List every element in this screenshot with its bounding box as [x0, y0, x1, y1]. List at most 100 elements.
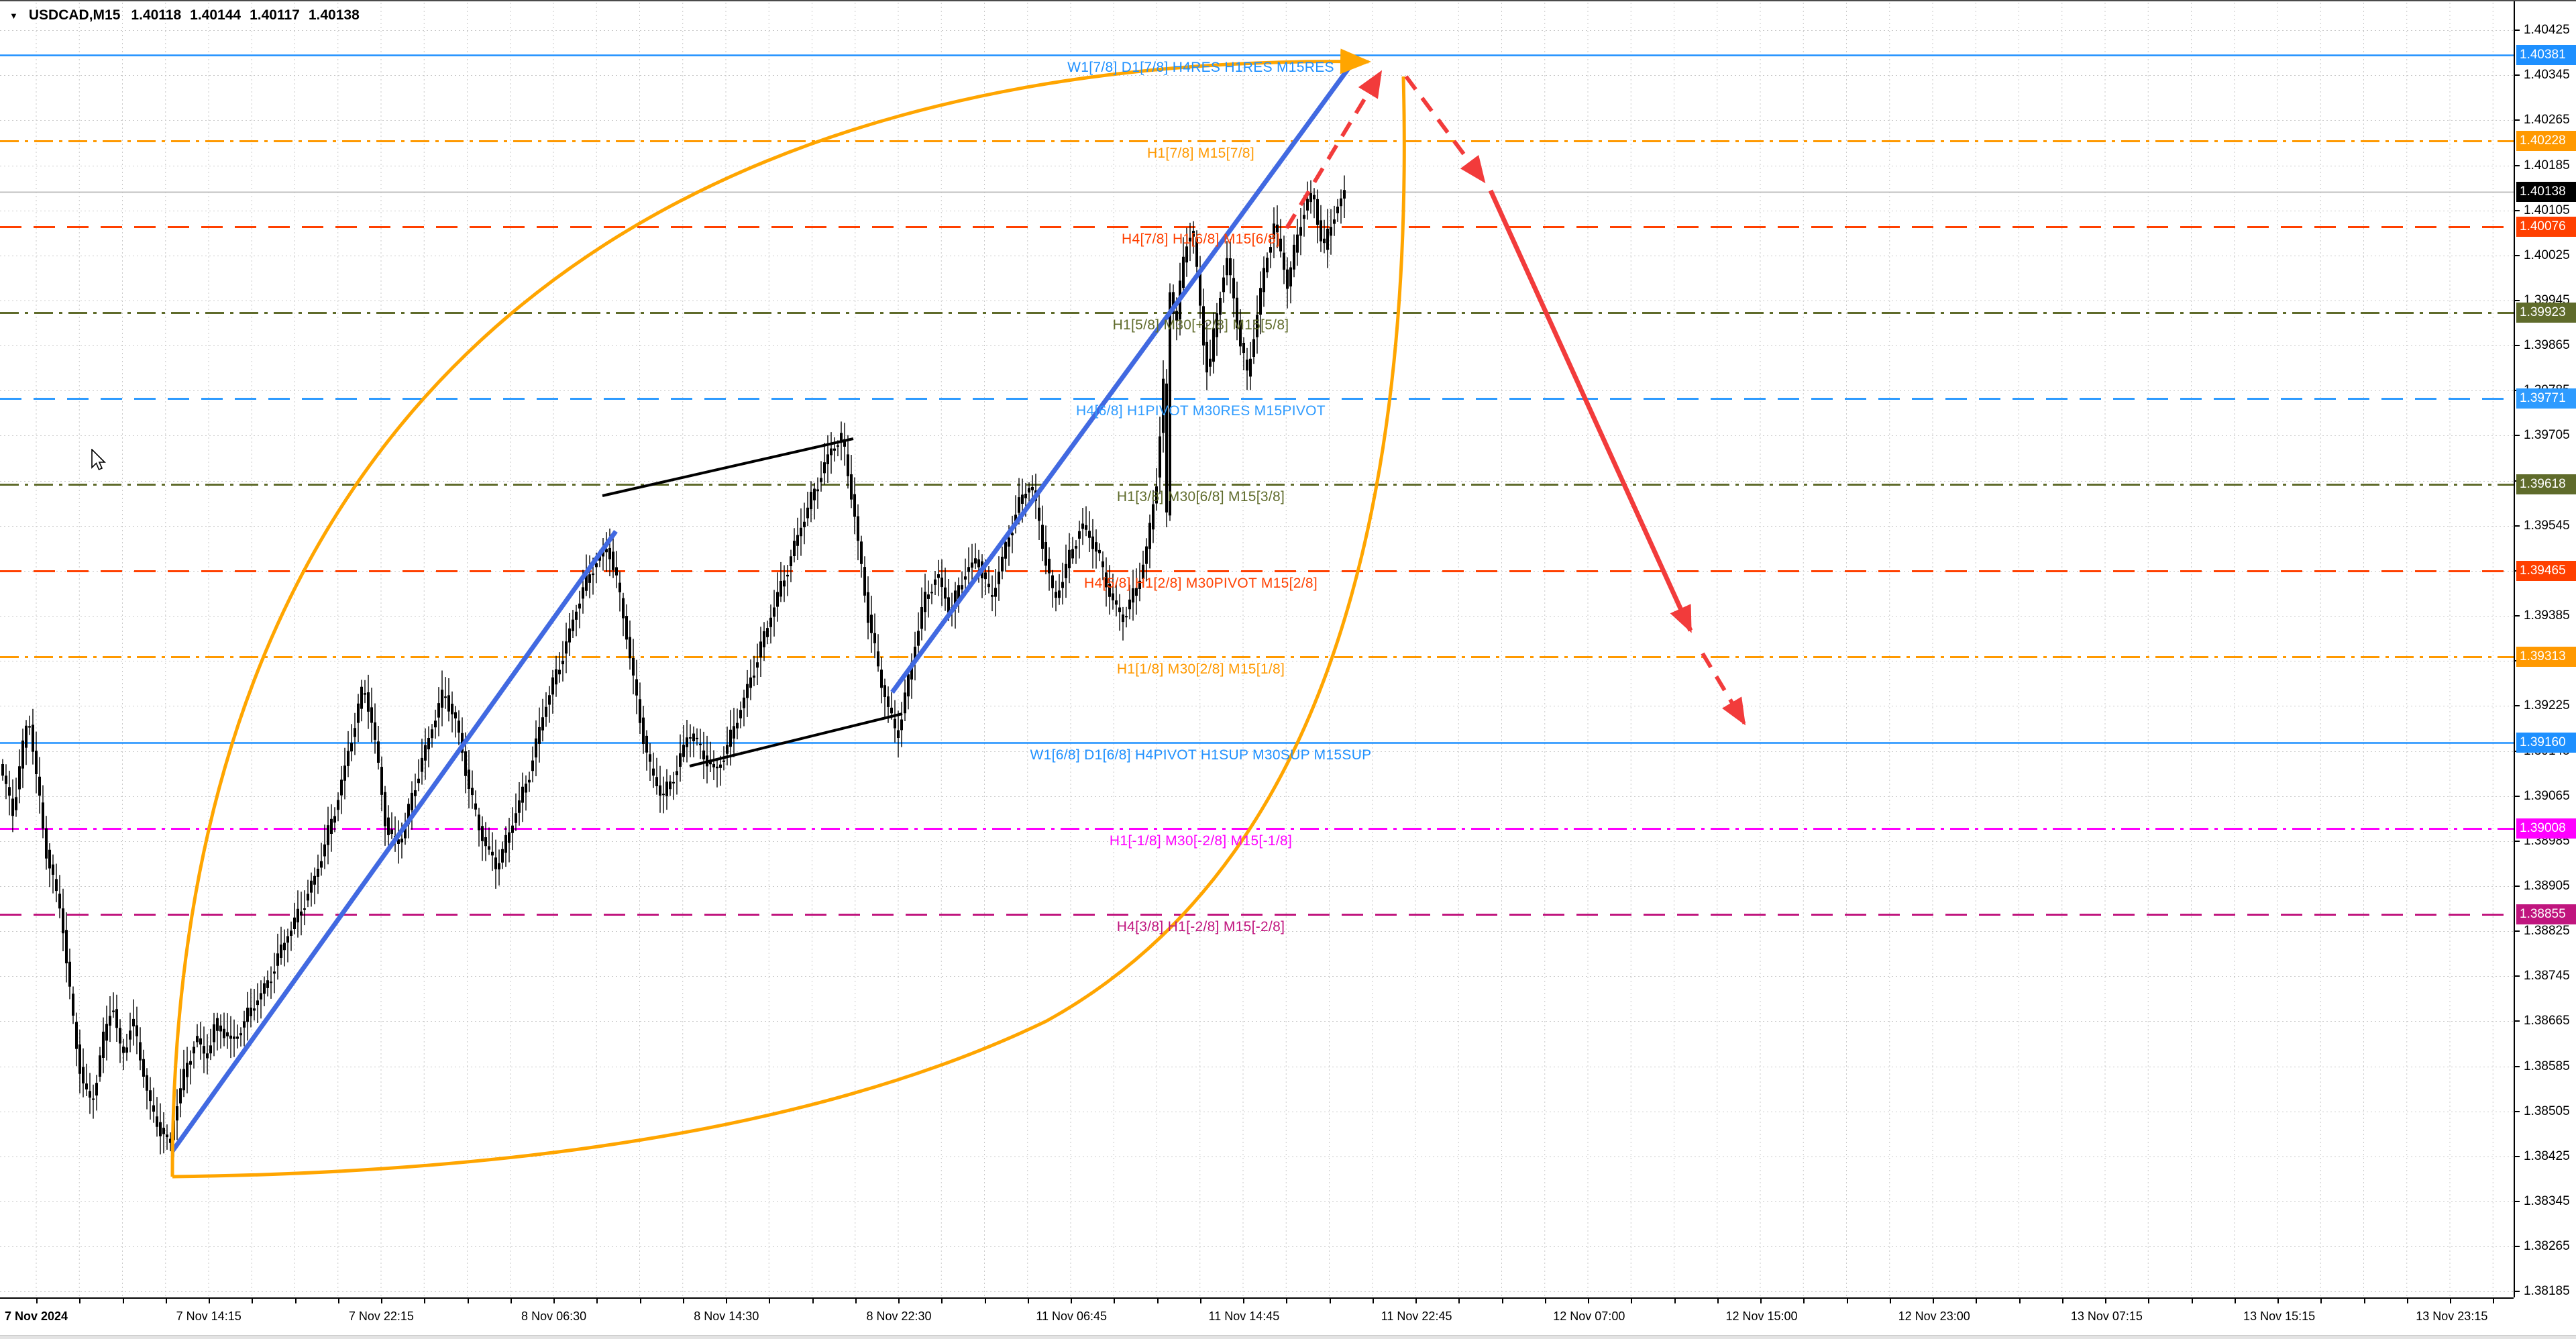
price-tick-label: 1.39385 — [2524, 608, 2570, 623]
time-tick-mark — [2019, 1299, 2021, 1303]
time-tick-mark — [1071, 1299, 1072, 1303]
time-tick-mark — [2148, 1299, 2150, 1303]
time-tick-mark — [1372, 1299, 1374, 1303]
price-axis[interactable]: 1.40425 1.40345 1.40265 1.40185 1.40105 1.400… — [2514, 1, 2576, 1299]
price-tick-mark — [2515, 795, 2520, 797]
time-label: 13 Nov 23:15 — [2416, 1309, 2488, 1323]
price-tick-mark — [2515, 525, 2520, 527]
time-tick-mark — [2406, 1299, 2408, 1303]
ohlc-high: 1.40144 — [190, 7, 241, 23]
fan-arc[interactable] — [172, 76, 1406, 1179]
chart-symbol-dropdown-icon[interactable]: ▼ — [9, 10, 18, 21]
price-tick-label: 1.38425 — [2524, 1148, 2570, 1163]
level-label: H4[3/8] H1[-2/8] M15[-2/8] — [1116, 918, 1285, 934]
time-label: 13 Nov 07:15 — [2070, 1309, 2143, 1323]
time-tick-mark — [1933, 1299, 1934, 1303]
time-axis[interactable]: 7 Nov 2024 7 Nov 14:15 7 Nov 22:15 8 Nov 06… — [0, 1297, 2514, 1335]
price-tick-label: 1.38665 — [2524, 1014, 2570, 1028]
channel-trendline[interactable] — [602, 437, 854, 497]
time-tick-mark — [467, 1299, 469, 1303]
time-label: 8 Nov 14:30 — [694, 1309, 759, 1323]
chart-plot-area[interactable] — [0, 1, 2576, 1297]
price-tick-mark — [2515, 705, 2520, 707]
price-tag: 1.40381 — [2516, 45, 2576, 65]
time-label: 7 Nov 22:15 — [348, 1309, 414, 1323]
time-tick-mark — [122, 1299, 124, 1303]
time-label: 7 Nov 2024 — [4, 1309, 68, 1323]
price-tick-mark — [2515, 1155, 2520, 1157]
price-tag: 1.39008 — [2516, 818, 2576, 839]
time-tick-mark — [639, 1299, 641, 1303]
time-tick-mark — [1846, 1299, 1848, 1303]
price-tick-mark — [2515, 975, 2520, 977]
time-tick-mark — [553, 1299, 555, 1303]
price-tag: 1.39771 — [2516, 388, 2576, 409]
level-label: W1[6/8] D1[6/8] H4PIVOT H1SUP M30SUP M15… — [1030, 747, 1372, 763]
fan-arc[interactable] — [170, 48, 1371, 1177]
time-tick-mark — [812, 1299, 814, 1303]
time-tick-mark — [1631, 1299, 1633, 1303]
time-tick-mark — [165, 1299, 167, 1303]
price-tick-label: 1.38185 — [2524, 1284, 2570, 1299]
price-tick-mark — [2515, 1246, 2520, 1248]
projection-arrow[interactable] — [1285, 70, 1383, 229]
price-tick-mark — [2515, 254, 2520, 256]
time-tick-mark — [337, 1299, 339, 1303]
level-label: H1[7/8] M15[7/8] — [1146, 146, 1255, 162]
time-tick-mark — [726, 1299, 727, 1303]
time-tick-mark — [1199, 1299, 1201, 1303]
level-label: H1[3/8] M30[6/8] M15[3/8] — [1116, 489, 1285, 505]
time-tick-mark — [294, 1299, 297, 1303]
level-label: H4[6/8] H1PIVOT M30RES M15PIVOT — [1076, 403, 1326, 419]
price-tick-label: 1.40265 — [2524, 113, 2570, 127]
time-tick-mark — [252, 1299, 254, 1303]
time-tick-mark — [1588, 1299, 1589, 1303]
price-tick-label: 1.40105 — [2524, 203, 2570, 217]
price-tick-mark — [2515, 1201, 2520, 1203]
ohlc-low: 1.40117 — [250, 7, 300, 23]
price-tick-label: 1.38585 — [2524, 1059, 2570, 1073]
price-tick-label: 1.39545 — [2524, 518, 2570, 533]
price-tick-mark — [2515, 1291, 2520, 1293]
time-tick-mark — [79, 1299, 81, 1303]
blue-trendline[interactable] — [890, 61, 1354, 694]
time-tick-mark — [1760, 1299, 1762, 1303]
time-tick-mark — [984, 1299, 986, 1303]
blue-trendline[interactable] — [170, 529, 618, 1153]
time-tick-mark — [1027, 1299, 1029, 1303]
time-tick-mark — [682, 1299, 684, 1303]
time-tick-mark — [1976, 1299, 1978, 1303]
price-tick-mark — [2515, 345, 2520, 347]
price-tick-mark — [2515, 1065, 2520, 1067]
time-tick-mark — [1114, 1299, 1116, 1303]
time-tick-mark — [36, 1299, 38, 1303]
price-tick-label: 1.39065 — [2524, 788, 2570, 803]
price-tick-label: 1.38745 — [2524, 969, 2570, 983]
time-label: 12 Nov 23:00 — [1898, 1309, 1970, 1323]
murrey-level-lines — [0, 54, 2514, 916]
level-label: H1[5/8] M30[+2/8] M15[5/8] — [1112, 317, 1289, 333]
price-tick-label: 1.40345 — [2524, 68, 2570, 83]
level-label: H1[1/8] M30[2/8] M15[1/8] — [1116, 661, 1285, 677]
time-label: 11 Nov 22:45 — [1381, 1309, 1452, 1323]
price-tick-label: 1.40425 — [2524, 23, 2570, 38]
projection-arrow[interactable] — [1404, 75, 1486, 184]
price-tag: 1.39618 — [2516, 474, 2576, 495]
channel-trendline[interactable] — [689, 712, 903, 767]
time-tick-mark — [1803, 1299, 1805, 1303]
chart-symbol-label: USDCAD,M15 — [28, 7, 121, 23]
price-tick-label: 1.39705 — [2524, 428, 2570, 443]
price-tag: 1.38855 — [2516, 904, 2576, 924]
projection-arrow[interactable] — [1488, 189, 1693, 633]
time-tick-mark — [769, 1299, 771, 1303]
time-tick-mark — [2061, 1299, 2063, 1303]
time-tick-mark — [1544, 1299, 1546, 1303]
price-tick-mark — [2515, 615, 2520, 617]
time-label: 12 Nov 07:00 — [1553, 1309, 1625, 1323]
time-label: 8 Nov 22:30 — [866, 1309, 932, 1323]
price-tick-label: 1.38905 — [2524, 879, 2570, 893]
price-tick-label: 1.39225 — [2524, 698, 2570, 713]
chart-ohlc: 1.40118 1.40144 1.40117 1.40138 — [131, 7, 359, 23]
projection-arrow[interactable] — [1701, 652, 1746, 726]
price-tick-mark — [2515, 930, 2520, 932]
